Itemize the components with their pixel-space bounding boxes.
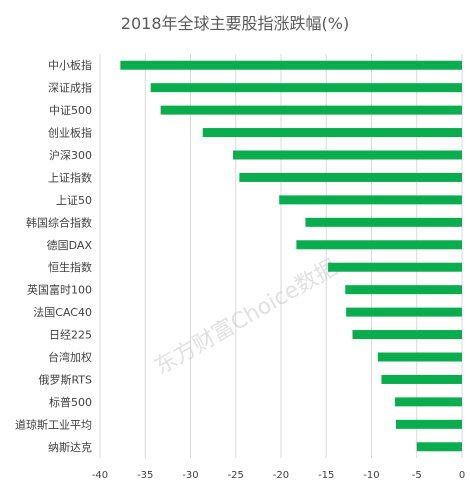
x-tick-label-2: -30 — [182, 470, 198, 481]
x-tick-label-5: -15 — [318, 470, 334, 481]
category-label-5: 上证指数 — [48, 170, 92, 184]
bar-6 — [279, 195, 462, 205]
x-tick-label-7: -5 — [412, 470, 422, 481]
category-label-14: 俄罗斯RTS — [38, 373, 92, 386]
bar-2 — [160, 105, 462, 115]
bar-13 — [377, 352, 462, 362]
bar-15 — [395, 397, 462, 407]
bar-0 — [120, 60, 463, 70]
category-label-10: 英国富时100 — [27, 283, 92, 297]
category-label-8: 德国DAX — [47, 238, 93, 252]
bar-7 — [305, 217, 462, 227]
category-label-1: 深证成指 — [48, 81, 92, 95]
x-tick-label-3: -25 — [228, 470, 244, 481]
x-tick-label-6: -10 — [363, 470, 379, 481]
category-label-11: 法国CAC40 — [33, 305, 92, 319]
x-tick-label-1: -35 — [137, 470, 153, 481]
category-label-0: 中小板指 — [48, 58, 92, 72]
category-label-16: 道琼斯工业平均 — [15, 417, 92, 431]
bar-11 — [346, 307, 462, 317]
category-label-7: 韩国综合指数 — [26, 215, 92, 229]
category-label-4: 沪深300 — [49, 148, 92, 162]
watermark-text: 东方财富Choice数据 — [151, 255, 342, 380]
category-label-15: 标普500 — [49, 395, 92, 409]
bar-8 — [296, 240, 462, 250]
x-tick-label-8: 0 — [459, 470, 465, 481]
bar-12 — [352, 330, 462, 340]
category-label-17: 纳斯达克 — [48, 441, 92, 454]
category-label-2: 中证500 — [49, 104, 92, 117]
bar-10 — [345, 285, 462, 295]
bar-14 — [381, 374, 462, 384]
bar-5 — [239, 172, 462, 182]
category-label-13: 台湾加权 — [48, 350, 92, 364]
category-label-6: 上证50 — [56, 194, 92, 207]
x-tick-label-4: -20 — [273, 470, 289, 481]
category-label-9: 恒生指数 — [48, 260, 92, 274]
bar-1 — [150, 83, 462, 93]
chart-title: 2018年全球主要股指涨跌幅(%) — [120, 14, 350, 33]
bar-4 — [233, 150, 462, 160]
bar-9 — [328, 262, 462, 272]
bar-16 — [395, 419, 462, 429]
category-label-12: 日经225 — [49, 329, 92, 342]
bar-17 — [416, 442, 462, 452]
bar-3 — [202, 128, 462, 138]
category-label-3: 创业板指 — [48, 126, 92, 140]
x-tick-label-0: -40 — [92, 470, 108, 481]
